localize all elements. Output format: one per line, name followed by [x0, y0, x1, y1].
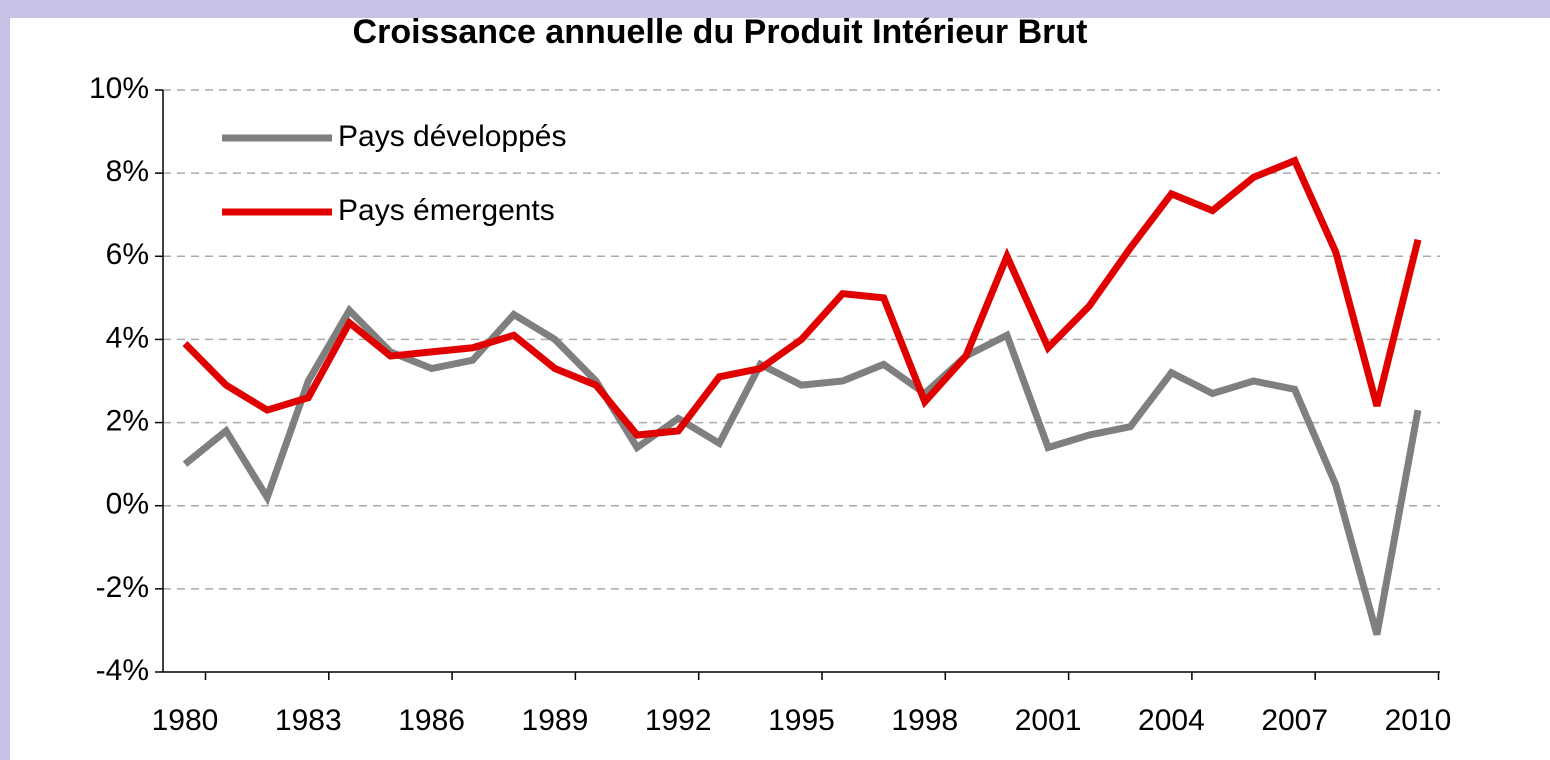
- y-tick-label: 8%: [106, 155, 149, 188]
- x-tick-label: 1998: [891, 704, 958, 737]
- x-tick-label: 2001: [1015, 704, 1082, 737]
- x-tick-label: 1983: [275, 704, 342, 737]
- series-line: [182, 156, 1422, 439]
- x-tick-label: 1995: [768, 704, 835, 737]
- y-tick-label: 10%: [89, 72, 149, 105]
- x-tick-label: 2010: [1385, 704, 1452, 737]
- y-tick-label: 0%: [106, 488, 149, 521]
- x-tick-label: 2007: [1261, 704, 1328, 737]
- series-line: [182, 304, 1422, 636]
- x-tick-label: 1992: [645, 704, 712, 737]
- y-tick-label: 2%: [106, 404, 149, 437]
- x-tick-label: 1980: [152, 704, 219, 737]
- y-tick-label: 4%: [106, 321, 149, 354]
- y-tick-label: -4%: [96, 654, 149, 687]
- chart-title: Croissance annuelle du Produit Intérieur…: [353, 13, 1088, 51]
- x-tick-label: 2004: [1138, 704, 1205, 737]
- y-tick-label: -2%: [96, 571, 149, 604]
- legend-label: Pays développés: [338, 120, 567, 153]
- legend-label: Pays émergents: [338, 194, 555, 227]
- y-tick-label: 6%: [106, 238, 149, 271]
- left-band: [0, 0, 10, 760]
- x-tick-label: 1989: [522, 704, 589, 737]
- x-tick-label: 1986: [398, 704, 465, 737]
- top-band: [0, 0, 1550, 18]
